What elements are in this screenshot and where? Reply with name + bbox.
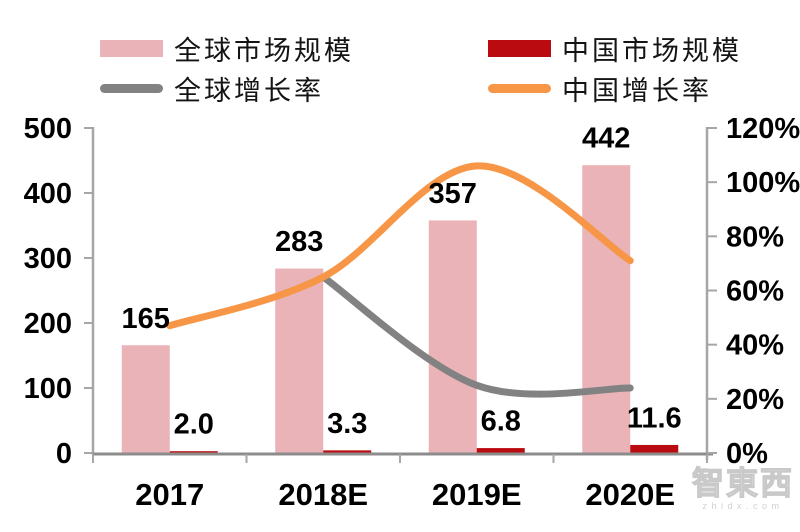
left-axis-tick-label: 400 bbox=[24, 178, 72, 210]
china-growth-line bbox=[166, 162, 634, 330]
global-value-label: 283 bbox=[275, 226, 323, 258]
global-value-label: 165 bbox=[122, 303, 170, 335]
right-axis-tick-label: 60% bbox=[726, 276, 784, 308]
bar-china-2018E bbox=[323, 450, 372, 453]
legend-item-global-market: 全球市场规模 bbox=[100, 29, 354, 68]
china-value-label: 3.3 bbox=[327, 408, 367, 440]
legend-item-china-growth: 中国增长率 bbox=[488, 69, 712, 108]
bar-global-2020E bbox=[582, 165, 631, 453]
global-growth-line bbox=[319, 273, 634, 398]
x-category-label: 2019E bbox=[432, 477, 522, 512]
bar-china-2017 bbox=[169, 451, 218, 453]
global-value-label: 357 bbox=[429, 178, 477, 210]
bar-china-2019E bbox=[476, 448, 525, 453]
right-axis-tick-label: 120% bbox=[726, 113, 800, 145]
x-category-label: 2017 bbox=[135, 477, 204, 512]
bar-global-2017 bbox=[121, 345, 170, 453]
global-growth-swatch bbox=[100, 84, 163, 93]
legend-label: 中国增长率 bbox=[562, 76, 712, 106]
left-axis-tick-label: 0 bbox=[56, 438, 72, 470]
global-value-label: 442 bbox=[582, 123, 630, 155]
left-axis-tick-label: 200 bbox=[24, 308, 72, 340]
legend-label: 全球增长率 bbox=[174, 76, 324, 106]
right-axis-tick-label: 40% bbox=[726, 330, 784, 362]
china-growth-swatch bbox=[488, 84, 551, 93]
x-category-label: 2020E bbox=[585, 477, 675, 512]
right-axis-tick-label: 0% bbox=[726, 438, 768, 470]
bar-global-2019E bbox=[428, 220, 477, 453]
right-axis-tick-label: 80% bbox=[726, 221, 784, 253]
china-value-label: 11.6 bbox=[627, 402, 682, 434]
watermark-logo-text: 智東西 bbox=[691, 465, 794, 501]
bar-global-2018E bbox=[275, 268, 324, 453]
watermark: 智東西 zhidx.com bbox=[688, 465, 798, 511]
global-market-swatch bbox=[100, 40, 163, 57]
china-value-label: 6.8 bbox=[481, 406, 521, 438]
right-axis-tick-label: 20% bbox=[726, 384, 784, 416]
left-axis-tick-label: 100 bbox=[24, 373, 72, 405]
bar-china-2020E bbox=[630, 444, 679, 453]
left-axis-tick-label: 300 bbox=[24, 243, 72, 275]
watermark-domain-text: zhidx.com bbox=[702, 501, 784, 511]
legend-item-china-market: 中国市场规模 bbox=[488, 29, 742, 68]
china-value-label: 2.0 bbox=[174, 409, 214, 441]
legend-label: 中国市场规模 bbox=[562, 36, 742, 66]
right-axis-tick-label: 100% bbox=[726, 167, 800, 199]
x-category-label: 2018E bbox=[278, 477, 368, 512]
legend-item-global-growth: 全球增长率 bbox=[100, 69, 324, 108]
china-market-swatch bbox=[488, 40, 551, 57]
left-axis-tick-label: 500 bbox=[24, 113, 72, 145]
legend-label: 全球市场规模 bbox=[174, 36, 354, 66]
